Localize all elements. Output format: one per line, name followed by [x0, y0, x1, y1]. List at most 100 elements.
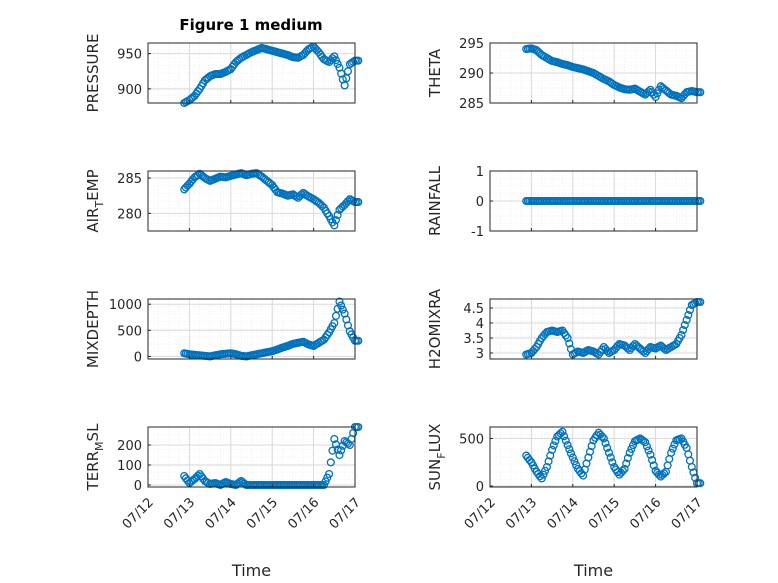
data-point — [330, 318, 339, 328]
data-point — [628, 341, 638, 351]
data-point — [687, 462, 696, 472]
data-point — [537, 474, 546, 483]
ytick-label: 0 — [134, 350, 142, 365]
data-point — [677, 330, 686, 340]
data-point — [563, 333, 572, 343]
data-point — [604, 448, 614, 457]
data-point — [644, 446, 653, 455]
data-point — [330, 52, 339, 61]
data-point — [343, 67, 353, 76]
data-point — [330, 434, 339, 444]
data-point — [297, 190, 306, 199]
data-point — [335, 450, 344, 460]
data-point — [641, 438, 650, 447]
data-point — [603, 443, 612, 453]
data-point — [601, 439, 610, 448]
data-point — [597, 432, 607, 441]
data-point — [572, 461, 581, 470]
ytick-label: 295 — [459, 37, 484, 52]
data-point — [667, 448, 676, 457]
axes-frame — [147, 298, 356, 360]
subplot-rainfall: -1 0 1 RAINFALL — [426, 165, 705, 240]
data-point — [331, 216, 341, 225]
ylabel-main: TERR — [84, 451, 102, 492]
ytick-label: 500 — [117, 324, 142, 339]
ytick-label: 500 — [459, 432, 484, 447]
ylabel-sunflux: SUNFLUX — [426, 424, 448, 491]
data-point — [335, 297, 344, 306]
data-point — [668, 444, 677, 453]
ylabel-main: AIR — [84, 208, 102, 233]
ytick-label: 4 — [476, 317, 484, 332]
series-terrmsl — [180, 422, 363, 490]
data-point — [549, 441, 558, 450]
series-rainfall — [522, 196, 705, 206]
data-point — [620, 464, 629, 473]
data-point — [623, 454, 632, 463]
xlabel-terrmsl: Time — [231, 561, 271, 580]
data-point — [684, 310, 693, 320]
ylabel-h2omixra: H2OMIXRA — [426, 288, 444, 369]
series-h2omixra — [522, 297, 705, 359]
data-point — [331, 311, 341, 320]
ytick-label: 280 — [117, 207, 142, 222]
data-point — [193, 170, 202, 180]
data-point — [648, 455, 657, 465]
xlabel-sunflux: Time — [573, 561, 613, 580]
data-point — [333, 210, 342, 220]
ytick-label: 100 — [117, 459, 142, 474]
data-point — [558, 427, 567, 436]
data-point — [568, 453, 577, 462]
data-point — [333, 59, 342, 68]
data-point — [551, 436, 560, 446]
data-point — [560, 432, 569, 441]
ytick-label: 3 — [476, 347, 484, 362]
axes-frame — [489, 298, 698, 360]
data-point — [679, 325, 688, 335]
ytick-label: 1 — [476, 165, 484, 180]
data-point — [660, 469, 669, 478]
data-point — [235, 478, 244, 487]
ytick-label: 900 — [117, 83, 142, 98]
ylabel-sub: T — [93, 201, 106, 209]
subplot-h2omixra: 33.544.5 H2OMIXRA — [426, 288, 705, 369]
ytick-label: 0 — [134, 479, 142, 494]
data-point — [323, 330, 332, 339]
subplot-theta: 285 290 295 THETA — [426, 37, 705, 112]
ytick-label: 1000 — [109, 298, 142, 313]
data-point — [627, 444, 636, 453]
data-point — [330, 221, 339, 230]
data-point — [548, 445, 557, 454]
data-point — [325, 469, 334, 479]
data-point — [680, 320, 689, 330]
data-point — [563, 441, 572, 450]
data-point — [337, 446, 346, 455]
ylabel-main: SUN — [426, 459, 444, 491]
series-airtemp — [180, 169, 363, 230]
ytick-label: 285 — [117, 172, 142, 187]
subplot-mixdepth: 0 500 1000 MIXDEPTH — [84, 290, 363, 368]
ylabel-theta: THETA — [426, 48, 444, 98]
data-point — [561, 436, 570, 445]
data-point — [539, 470, 548, 479]
data-point — [682, 315, 691, 325]
series-sunflux — [522, 427, 705, 488]
data-point — [565, 445, 574, 454]
axes-frame — [147, 42, 356, 104]
ylabel-sub: M — [93, 441, 106, 451]
ytick-label: 950 — [117, 48, 142, 63]
data-point — [622, 459, 631, 468]
data-point — [544, 457, 553, 466]
data-point — [349, 57, 358, 66]
series-theta — [522, 44, 705, 103]
ytick-label: 3.5 — [463, 332, 484, 347]
data-point — [565, 339, 574, 348]
ytick-label: 0 — [476, 195, 484, 210]
ylabel-rainfall: RAINFALL — [426, 165, 444, 236]
data-point — [618, 466, 627, 475]
data-point — [654, 470, 663, 479]
ylabel-airtemp: AIRTEMP — [84, 169, 106, 232]
data-point — [566, 449, 575, 458]
data-point — [319, 480, 329, 490]
